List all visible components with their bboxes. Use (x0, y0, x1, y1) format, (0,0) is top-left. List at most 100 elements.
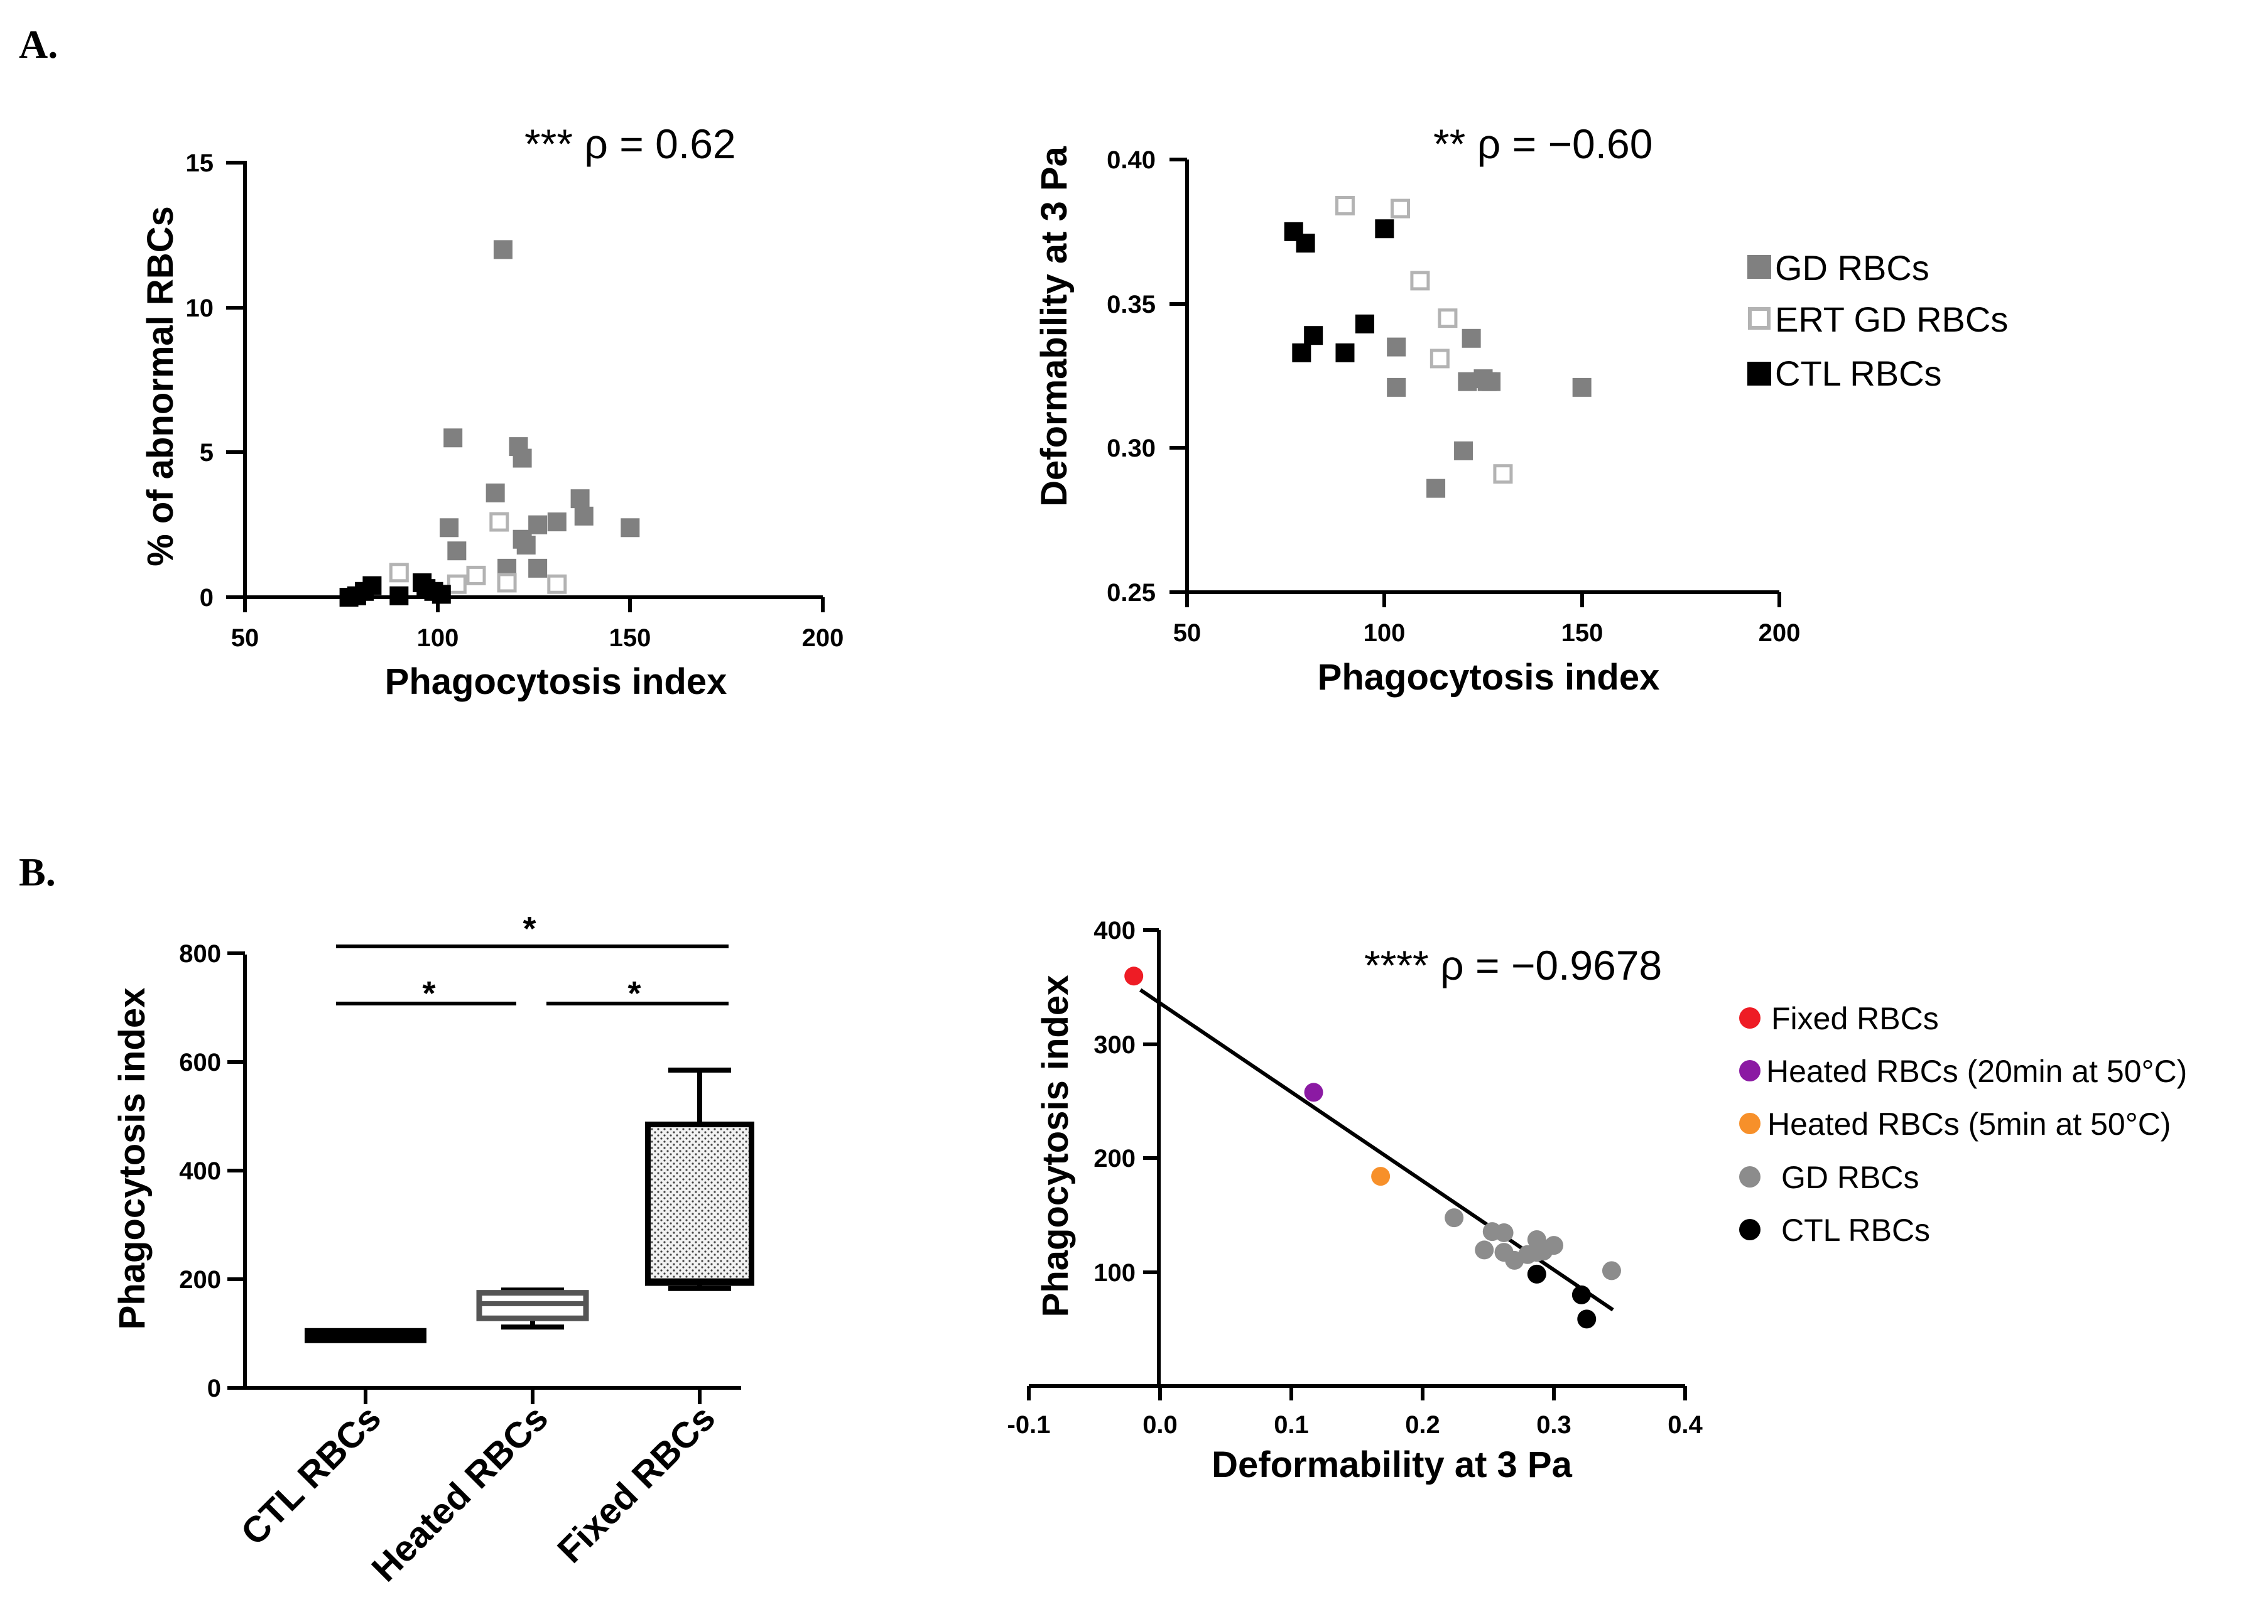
a1-point-gd-rbcs3 (513, 448, 532, 468)
chart-a2-xtick-3: 200 (1759, 619, 1801, 647)
sig-star-ctl-heated: * (422, 975, 435, 1012)
chart-b2-correlation-label: **** ρ = −0.9678 (1364, 942, 1662, 988)
b2-point-heated-rbcs-20min-at-50-c-0 (1304, 1083, 1323, 1102)
chart-b1-cat-1: Heated RBCs (364, 1397, 556, 1589)
chart-b1-ytick-3: 600 (179, 1049, 221, 1076)
chart-b1-ytick-1: 200 (179, 1266, 221, 1294)
chart-a1-xlabel: Phagocytosis index (385, 661, 727, 702)
legend-heated20-marker (1739, 1060, 1761, 1081)
chart-a2-ytick-3: 0.40 (1107, 146, 1156, 174)
a1-point-gd-rbcs13 (447, 541, 467, 561)
b2-point-gd-rbcs0 (1445, 1208, 1464, 1228)
chart-a2-xlabel: Phagocytosis index (1318, 657, 1660, 698)
a1-point-gd-rbcs15 (528, 558, 548, 578)
a2-point-ert-gd-rbcs5 (1493, 464, 1513, 484)
legend-fixed-label: Fixed RBCs (1771, 1001, 1939, 1036)
a1-point-ctl-rbcs8 (431, 585, 451, 604)
legend-heated5-marker (1739, 1113, 1761, 1134)
b2-point-gd-rbcs10 (1544, 1236, 1563, 1255)
b2-point-ctl-rbcs2 (1577, 1309, 1597, 1329)
a1-point-gd-rbcs4 (486, 483, 505, 502)
chart-a1-points (339, 240, 640, 607)
legend-gd-b-marker (1739, 1166, 1761, 1188)
chart-a2-xtick-2: 150 (1561, 619, 1603, 647)
chart-b2-correlation: **** ρ = −0.9678 100 200 300 400 -0.1 0.… (1007, 917, 2188, 1485)
a2-point-gd-rbcs2 (1458, 372, 1477, 391)
chart-a1-abnormal-rbcs: *** ρ = 0.62 0 5 10 15 50 100 150 200 Ph… (140, 121, 844, 702)
chart-b1-ytick-4: 800 (179, 940, 221, 968)
a2-point-gd-rbcs8 (1454, 441, 1473, 460)
chart-a2-ytick-0: 0.25 (1107, 579, 1156, 607)
chart-a2-xtick-1: 100 (1364, 619, 1406, 647)
chart-b2-xtick-0: -0.1 (1007, 1411, 1051, 1439)
a2-point-gd-rbcs1 (1387, 377, 1406, 397)
legend-heated5-label: Heated RBCs (5min at 50°C) (1767, 1107, 2171, 1142)
legend-ert-label: ERT GD RBCs (1775, 300, 2008, 339)
chart-a2-legend: GD RBCs ERT GD RBCs CTL RBCs (1747, 248, 2008, 393)
b2-point-gd-rbcs1 (1475, 1240, 1494, 1260)
chart-b1-cat-2: Fixed RBCs (550, 1397, 723, 1571)
legend-ctl-b-marker (1739, 1219, 1761, 1240)
a1-point-ert-gd-rbcs4 (497, 573, 517, 593)
legend-gd-label: GD RBCs (1775, 248, 1929, 288)
a2-point-ctl-rbcs3 (1304, 326, 1323, 345)
a2-point-gd-rbcs0 (1387, 337, 1406, 357)
panel-label-a: A. (19, 22, 58, 67)
a2-point-gd-rbcs3 (1462, 328, 1481, 348)
legend-ctl-label: CTL RBCs (1775, 354, 1942, 393)
a2-point-ctl-rbcs2 (1375, 219, 1394, 239)
chart-b2-points (1124, 966, 1621, 1329)
chart-a2-correlation: ** ρ = −0.60 (1433, 121, 1652, 167)
chart-b2-ytick-0: 100 (1093, 1259, 1136, 1287)
chart-a2-ytick-1: 0.30 (1107, 435, 1156, 462)
sig-star-heated-fixed: * (627, 975, 641, 1012)
a1-point-ert-gd-rbcs0 (489, 512, 509, 532)
box-fixed-rbcs-iqr (645, 1121, 754, 1286)
a2-point-ert-gd-rbcs2 (1410, 271, 1430, 291)
chart-b2-ylabel: Phagocytosis index (1035, 975, 1076, 1318)
a2-point-ctl-rbcs1 (1296, 234, 1315, 253)
legend-ert-marker (1748, 307, 1771, 330)
sig-star-ctl-fixed: * (523, 910, 536, 948)
chart-b2-legend: Fixed RBCs Heated RBCs (20min at 50°C) H… (1739, 1001, 2187, 1248)
legend-ctl-b-label: CTL RBCs (1781, 1213, 1930, 1248)
a1-point-gd-rbcs0 (493, 240, 513, 259)
a1-point-ctl-rbcs4 (389, 586, 409, 605)
a1-point-gd-rbcs12 (516, 535, 536, 555)
a2-point-ert-gd-rbcs1 (1390, 198, 1410, 219)
chart-b1-boxes (305, 1067, 754, 1343)
chart-b1-significance: * * * (336, 910, 729, 1012)
a2-point-ctl-rbcs5 (1355, 314, 1374, 333)
chart-b1-ylabel: Phagocytosis index (112, 988, 153, 1330)
panel-label-b: B. (19, 850, 56, 894)
chart-b1-boxplot: 0 200 400 600 800 Phagocytosis index CTL… (112, 910, 754, 1589)
chart-a1-ylabel: % of abnormal RBCs (140, 206, 181, 566)
chart-b1-ytick-2: 400 (179, 1157, 221, 1185)
b2-point-ctl-rbcs1 (1571, 1285, 1591, 1304)
b2-point-ctl-rbcs0 (1527, 1264, 1546, 1284)
a1-point-ert-gd-rbcs2 (466, 565, 486, 585)
chart-a2-deformability: ** ρ = −0.60 0.25 0.30 0.35 0.40 50 100 … (1034, 121, 2008, 698)
a1-point-gd-rbcs5 (570, 489, 590, 509)
a1-point-ert-gd-rbcs3 (447, 574, 467, 594)
a2-point-gd-rbcs9 (1426, 479, 1446, 498)
a1-point-ctl-rbcs3 (362, 576, 382, 595)
chart-a1-xtick-0: 50 (231, 624, 259, 652)
chart-b2-xlabel: Deformability at 3 Pa (1212, 1444, 1572, 1485)
b2-point-heated-rbcs-5min-at-50-c-0 (1371, 1167, 1391, 1186)
a2-point-gd-rbcs7 (1572, 377, 1592, 397)
legend-gd-marker (1747, 255, 1771, 279)
chart-b2-ytick-2: 300 (1093, 1031, 1136, 1059)
b2-point-gd-rbcs11 (1527, 1243, 1546, 1262)
a1-point-gd-rbcs6 (574, 506, 594, 526)
chart-a1-ytick-1: 5 (200, 439, 214, 467)
chart-b2-xtick-5: 0.4 (1668, 1411, 1703, 1439)
chart-b2-ytick-1: 200 (1093, 1145, 1136, 1172)
b2-point-gd-rbcs3 (1494, 1223, 1514, 1242)
a1-point-gd-rbcs7 (621, 518, 640, 538)
chart-a1-xtick-3: 200 (802, 624, 844, 652)
a1-point-ert-gd-rbcs5 (547, 574, 567, 594)
legend-gd-b-label: GD RBCs (1781, 1160, 1919, 1195)
chart-b2-xtick-1: 0.0 (1142, 1411, 1178, 1439)
